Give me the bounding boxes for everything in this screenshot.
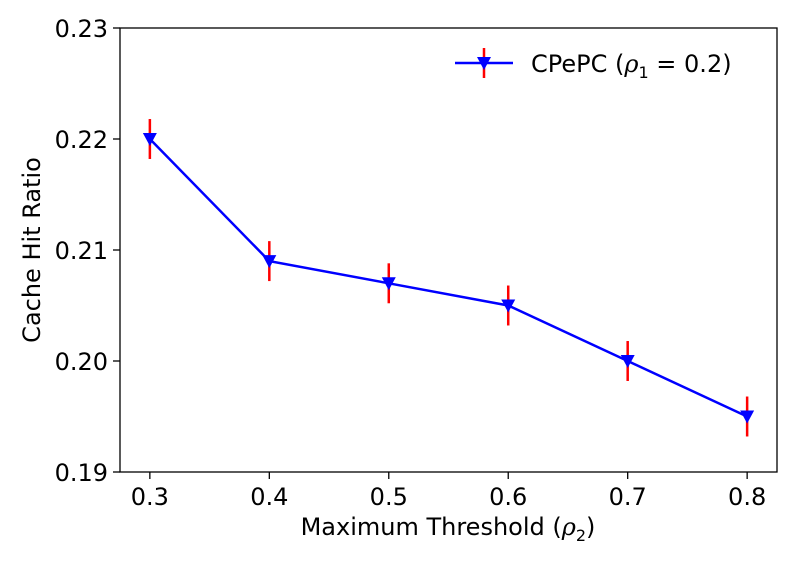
x-tick-label: 0.7 xyxy=(609,483,647,511)
y-axis-title: Cache Hit Ratio xyxy=(18,157,46,343)
y-tick-label: 0.22 xyxy=(55,126,108,154)
plot-area xyxy=(142,119,755,437)
y-tick-label: 0.19 xyxy=(55,459,108,487)
x-tick-label: 0.6 xyxy=(489,483,527,511)
data-point xyxy=(740,410,755,424)
data-point xyxy=(142,133,157,146)
legend-label: CPePC (ρ1 = 0.2) xyxy=(531,50,732,82)
legend: CPePC (ρ1 = 0.2) xyxy=(455,48,732,82)
y-tick-label: 0.21 xyxy=(55,237,108,265)
y-tick-label: 0.20 xyxy=(55,348,108,376)
y-tick-label: 0.23 xyxy=(55,15,108,43)
x-axis-title: Maximum Threshold (ρ2) xyxy=(301,513,596,545)
data-point xyxy=(620,355,635,368)
x-tick-label: 0.3 xyxy=(131,483,169,511)
x-tick-label: 0.5 xyxy=(370,483,408,511)
x-tick-label: 0.8 xyxy=(728,483,766,511)
series-line xyxy=(149,138,748,418)
axes-frame xyxy=(119,27,778,473)
legend-marker xyxy=(477,57,491,70)
x-tick-label: 0.4 xyxy=(250,483,288,511)
data-point xyxy=(501,299,516,313)
data-point xyxy=(262,255,277,269)
axes: 0.3 0.4 0.5 0.6 0.7 0.8 0.19 0.20 0.21 0.22 0.23 xyxy=(55,15,778,511)
data-point xyxy=(381,277,396,291)
